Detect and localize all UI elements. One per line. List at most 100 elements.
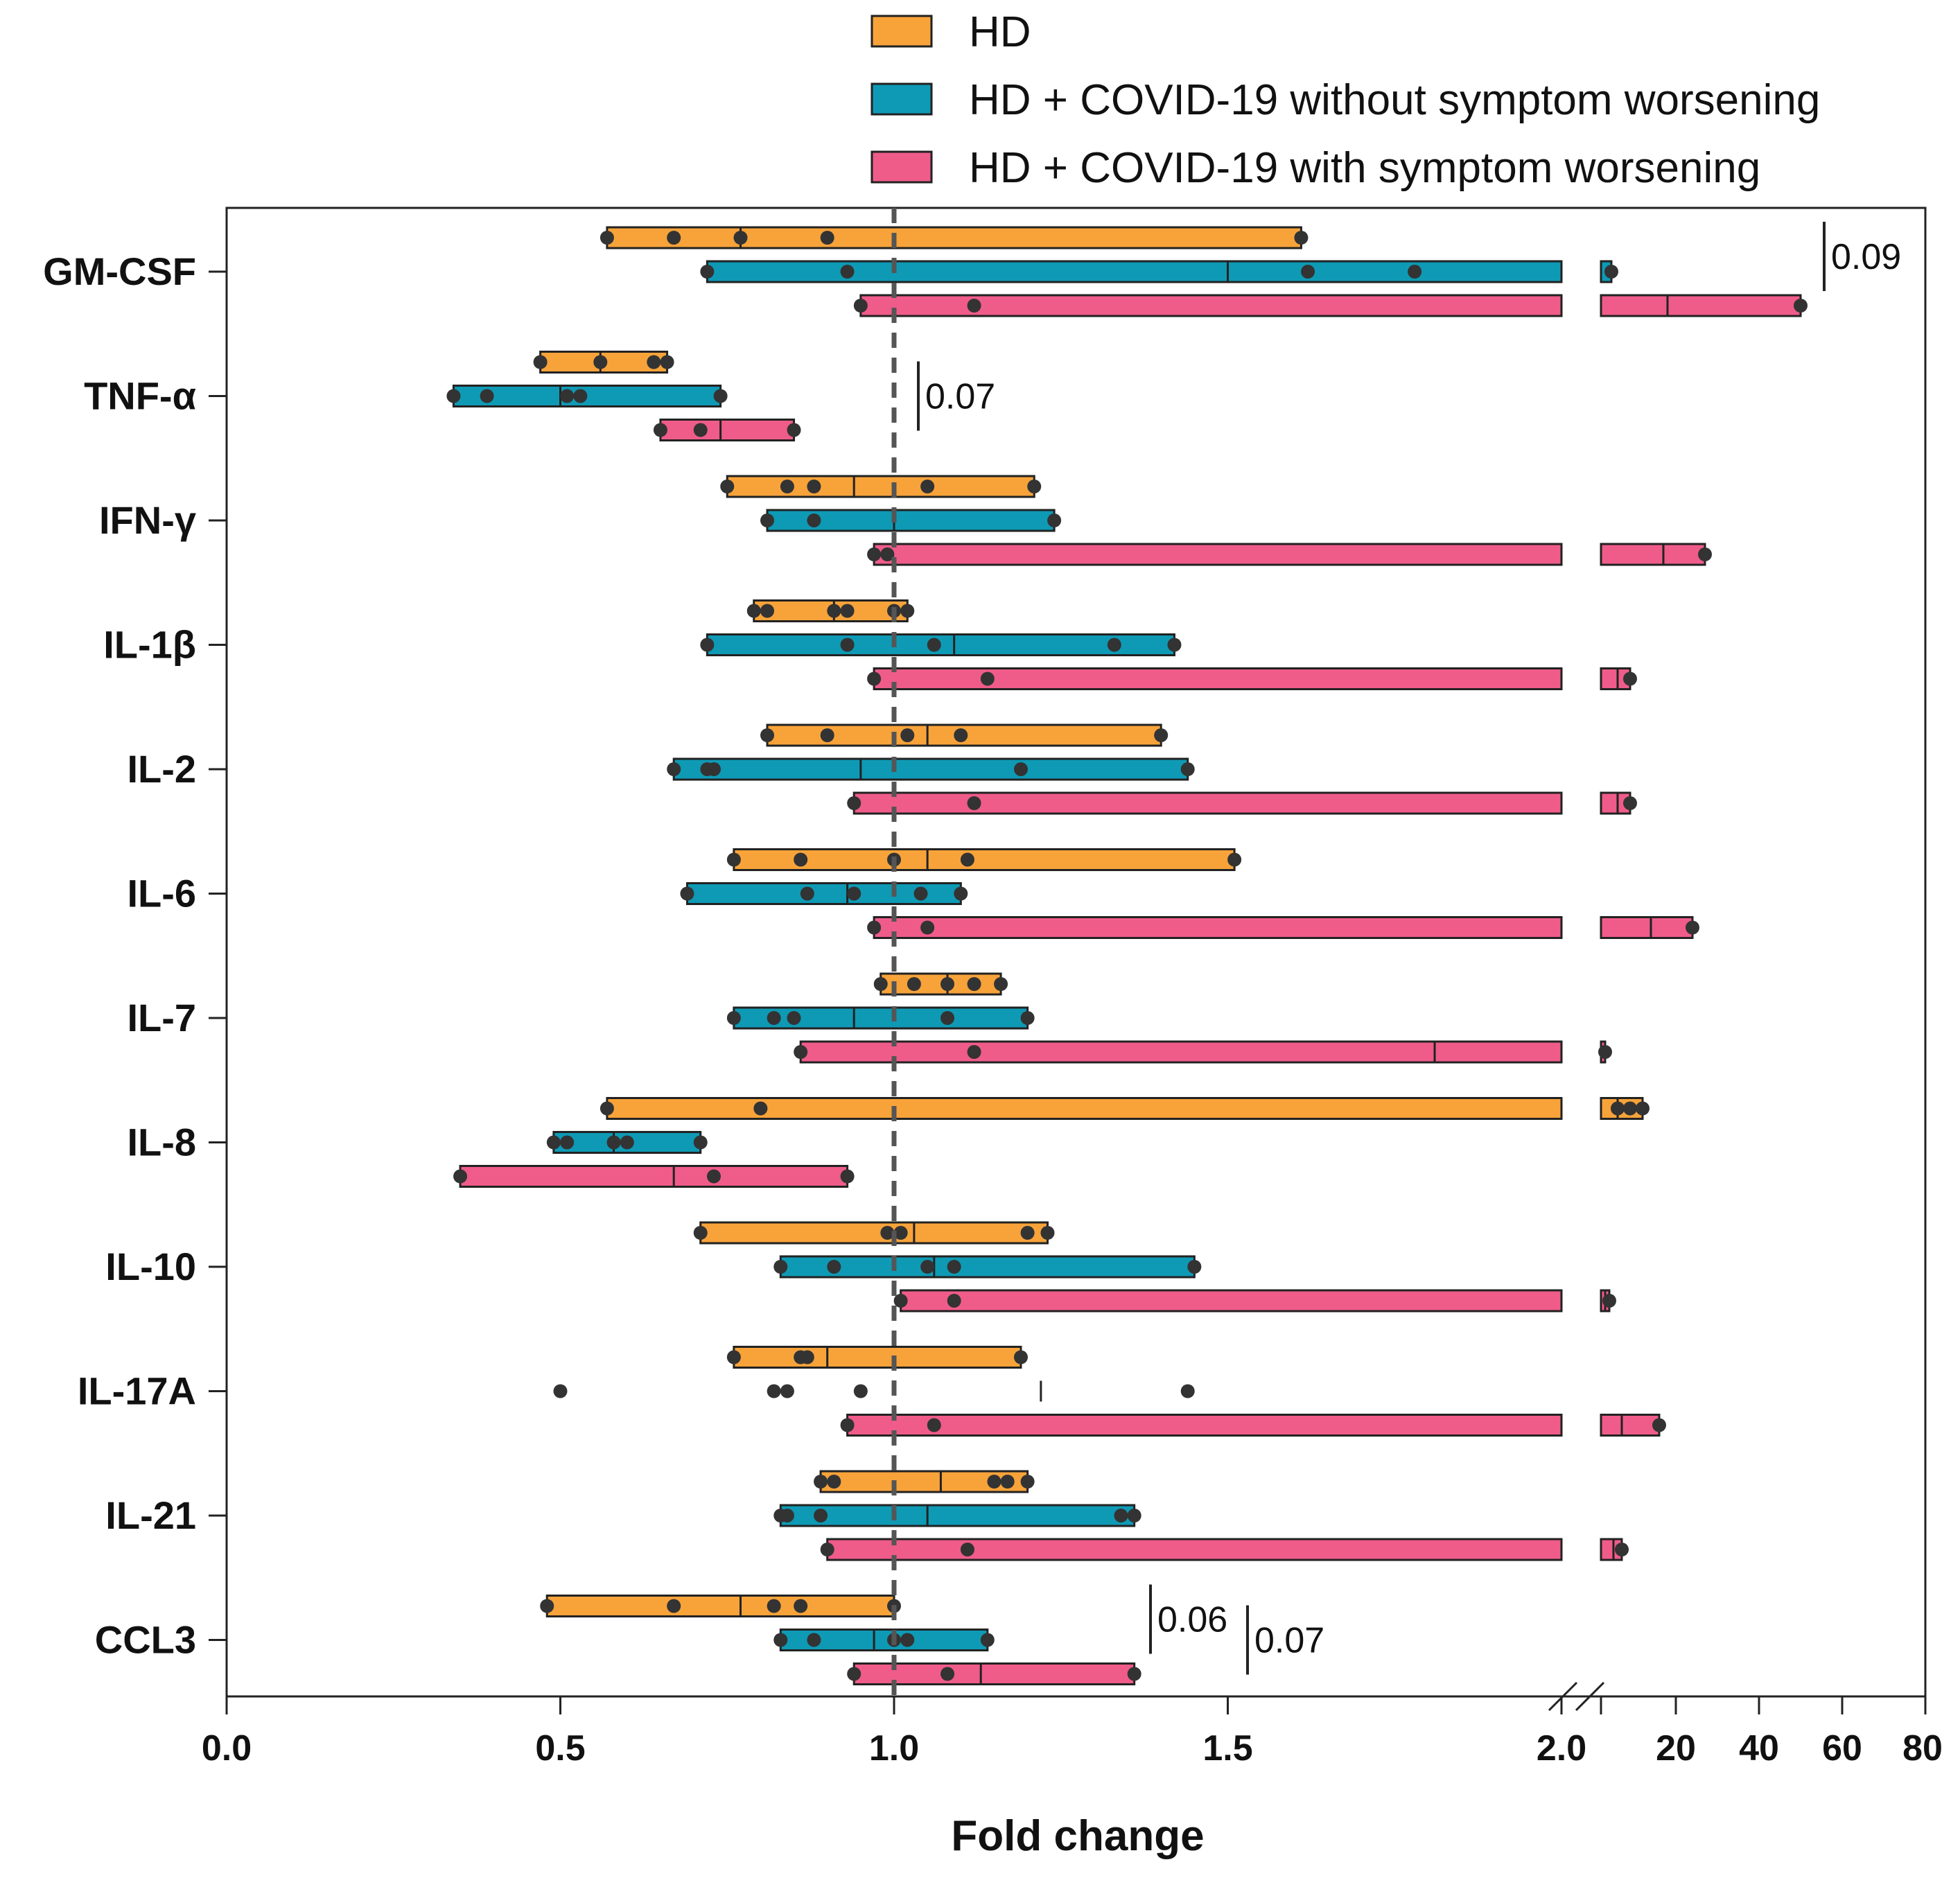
data-point	[880, 1226, 895, 1240]
data-point	[840, 638, 855, 652]
series-3-bar-group	[840, 1414, 1666, 1437]
data-point	[967, 796, 981, 810]
category-label: IL-10	[105, 1245, 196, 1288]
data-point	[1047, 514, 1062, 527]
legend-item: HD + COVID-19 with symptom worsening	[870, 144, 1760, 192]
data-point	[900, 1633, 915, 1647]
data-point	[980, 1633, 995, 1647]
data-point	[1698, 547, 1712, 561]
series-1-bar-group	[873, 972, 1008, 996]
data-point	[873, 977, 888, 991]
data-point	[1611, 1101, 1625, 1116]
data-point	[1040, 1226, 1055, 1240]
data-point	[920, 920, 935, 935]
bar-segment	[672, 757, 1189, 781]
data-point	[807, 480, 821, 493]
axis-break-mark	[1575, 1681, 1605, 1712]
data-point	[820, 1543, 834, 1556]
data-point	[693, 423, 708, 437]
p-value-annotation: 0.06	[1149, 1584, 1227, 1654]
p-value-label: 0.07	[1254, 1621, 1324, 1661]
series-3-bar-group	[853, 294, 1808, 317]
series-2-bar-group	[773, 1629, 995, 1651]
category-gm-csf	[600, 226, 1808, 317]
bar-segment	[606, 1097, 1563, 1120]
category-il-1beta	[700, 599, 1637, 690]
category-label: IL-7	[127, 996, 196, 1039]
data-point	[800, 886, 814, 901]
data-point	[560, 1135, 575, 1150]
bar-segment	[873, 543, 1563, 566]
range-bar	[606, 226, 1302, 249]
range-bar	[859, 294, 1802, 317]
data-point	[733, 231, 748, 245]
data-point	[1623, 796, 1637, 810]
data-point	[546, 1135, 561, 1150]
x-tick-label: 1.0	[869, 1728, 919, 1768]
data-point	[1154, 728, 1169, 742]
data-point	[927, 1418, 941, 1432]
series-1-bar-group	[746, 599, 915, 622]
range-bar	[873, 667, 1631, 690]
bar-segment	[846, 1414, 1563, 1437]
data-point	[913, 886, 928, 901]
series-2-bar-group	[553, 1380, 1195, 1402]
p-value-annotation: 0.07	[917, 361, 995, 431]
data-point	[1294, 231, 1309, 245]
category-label: IL-21	[105, 1493, 196, 1537]
data-point	[773, 1633, 788, 1647]
data-point	[653, 423, 667, 437]
data-point	[1013, 762, 1028, 776]
data-point	[794, 1045, 808, 1059]
series-2-bar-group	[700, 260, 1618, 283]
legend-swatch	[870, 15, 933, 48]
p-value-annotation: 0.07	[1246, 1605, 1324, 1675]
bar-segment	[545, 1595, 895, 1617]
range-bar	[799, 1040, 1607, 1064]
data-point	[927, 638, 941, 652]
data-point	[867, 547, 882, 561]
data-point	[787, 1011, 801, 1025]
category-il-2	[667, 723, 1637, 815]
data-point	[1107, 638, 1121, 652]
series-2-bar-group	[773, 1504, 1141, 1527]
data-point	[807, 1633, 821, 1647]
bar-segment	[733, 848, 1236, 871]
x-tick-label: 0.5	[535, 1728, 585, 1768]
bar-segment	[826, 1538, 1563, 1561]
data-point	[840, 604, 855, 618]
range-bar	[733, 1346, 1022, 1369]
range-bar	[659, 419, 796, 441]
data-point	[693, 1226, 708, 1240]
data-point	[853, 299, 868, 313]
category-label: IL-1β	[103, 623, 196, 667]
data-point	[853, 1384, 868, 1398]
range-bar	[699, 1221, 1049, 1245]
series-1-bar-group	[600, 226, 1309, 249]
data-point	[900, 604, 915, 618]
bar-segment	[1600, 294, 1802, 317]
x-tick-label: 0.0	[202, 1728, 252, 1768]
data-point	[760, 604, 775, 618]
data-point	[553, 1384, 568, 1398]
data-point	[1127, 1509, 1141, 1522]
data-point	[800, 1350, 814, 1364]
series-2-bar-group	[680, 882, 968, 905]
range-bar	[726, 475, 1035, 498]
data-point	[667, 1599, 681, 1613]
data-point	[1027, 480, 1042, 493]
category-label: IL-2	[127, 747, 196, 791]
range-bar	[873, 916, 1694, 939]
category-label: IL-8	[127, 1121, 196, 1164]
data-point	[1180, 1384, 1195, 1398]
x-axis-title: Fold change	[951, 1812, 1204, 1860]
data-point	[867, 920, 882, 935]
data-point	[880, 547, 895, 561]
series-1-bar-group	[720, 475, 1042, 498]
data-point	[1127, 1667, 1141, 1681]
x-tick-label: 80	[1902, 1728, 1943, 1768]
range-bar	[846, 1414, 1661, 1437]
data-point	[980, 672, 995, 686]
p-value-label: 0.07	[925, 377, 995, 417]
series-2-bar-group	[726, 1006, 1035, 1030]
